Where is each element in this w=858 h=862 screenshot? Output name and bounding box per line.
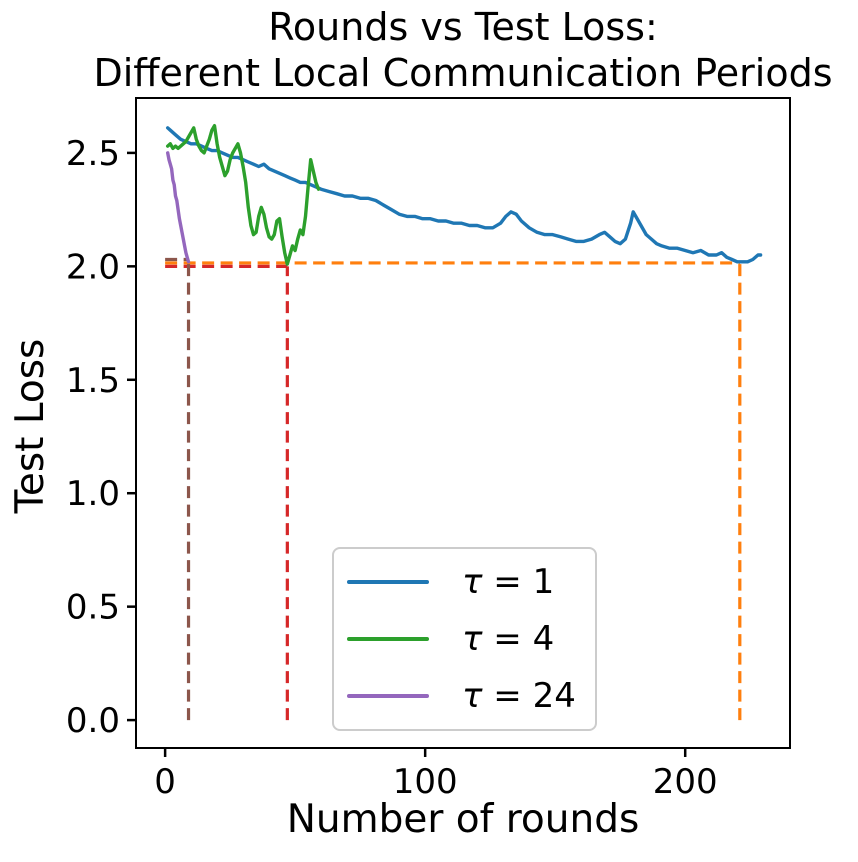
axes-frame xyxy=(135,97,791,749)
legend: τ = 1 τ = 4 τ = 24 xyxy=(332,547,597,731)
y-tick-label: 0.5 xyxy=(66,588,120,628)
legend-label: τ = 4 xyxy=(462,619,555,659)
legend-item-tau-4: τ = 4 xyxy=(334,611,595,668)
legend-line-sample-tau-24 xyxy=(347,694,429,698)
legend-item-tau-24: τ = 24 xyxy=(334,668,595,725)
legend-line-sample-tau-4 xyxy=(347,637,429,641)
legend-label: τ = 24 xyxy=(462,676,576,716)
chart-title-line-1: Rounds vs Test Loss: xyxy=(268,5,658,49)
y-axis-label: Test Loss xyxy=(8,338,53,514)
chart-title: Rounds vs Test Loss: Different Local Com… xyxy=(68,4,858,96)
y-tick-label: 1.5 xyxy=(66,361,120,401)
x-tick-label: 0 xyxy=(154,762,176,802)
legend-label: τ = 1 xyxy=(462,562,555,602)
series-line xyxy=(165,151,191,264)
series-line xyxy=(165,126,763,264)
legend-line-sample-tau-1 xyxy=(347,580,429,584)
tau-symbol: τ xyxy=(462,562,483,602)
y-tick-label: 0.0 xyxy=(66,701,120,741)
y-tick-label: 1.0 xyxy=(66,474,120,514)
chart-title-line-2: Different Local Communication Periods xyxy=(93,51,833,95)
tau-symbol: τ xyxy=(462,676,483,716)
x-tick-label: 100 xyxy=(393,762,458,802)
x-axis-label: Number of rounds xyxy=(286,797,640,842)
legend-item-tau-1: τ = 1 xyxy=(334,554,595,611)
x-tick-label: 200 xyxy=(653,762,718,802)
series-line xyxy=(165,123,321,266)
y-tick-label: 2.0 xyxy=(66,247,120,287)
y-tick-label: 2.5 xyxy=(66,134,120,174)
tau-symbol: τ xyxy=(462,619,483,659)
